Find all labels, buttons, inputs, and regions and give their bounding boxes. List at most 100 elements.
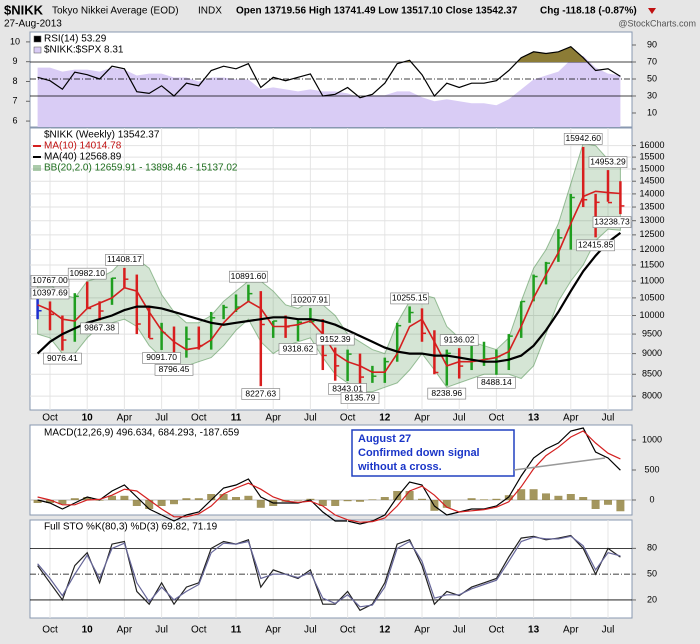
legend: RSI(14) 53.29 bbox=[44, 34, 107, 45]
label-box bbox=[229, 270, 268, 283]
y-tick-label: 15500 bbox=[639, 151, 664, 161]
histogram-bar bbox=[232, 497, 240, 500]
x-tick-label: 11 bbox=[231, 413, 242, 424]
legend: MA(40) 12568.89 bbox=[44, 152, 122, 163]
point-label: 9076.41 bbox=[47, 353, 78, 363]
legend-swatch bbox=[33, 35, 42, 43]
legend: MACD(12,26,9) 496.634, 684.293, -187.659 bbox=[44, 428, 240, 439]
histogram-bar bbox=[356, 500, 364, 502]
point-label: 10397.69 bbox=[32, 288, 68, 298]
y-tick-label: 50 bbox=[647, 73, 657, 83]
legend: Full STO %K(80,3) %D(3) 69.82, 71.19 bbox=[44, 522, 218, 533]
legend: $NIKK:$SPX 8.31 bbox=[44, 45, 124, 56]
histogram-bar bbox=[46, 500, 54, 503]
point-label: 9318.62 bbox=[283, 343, 314, 353]
y-tick-label: 8500 bbox=[642, 369, 662, 379]
histogram-bar bbox=[492, 498, 501, 500]
label-box bbox=[67, 267, 107, 280]
x-tick-label: Oct bbox=[489, 625, 505, 636]
x-tick-label: Jul bbox=[602, 625, 615, 636]
point-label: 8238.96 bbox=[431, 388, 462, 398]
label-box bbox=[278, 343, 318, 355]
label-box bbox=[315, 333, 355, 346]
y-tick-label: 12500 bbox=[639, 229, 664, 239]
annotation-line: Confirmed down signal bbox=[358, 447, 480, 459]
histogram-bar bbox=[83, 497, 92, 500]
point-label: 8488.14 bbox=[481, 377, 512, 387]
credit: @StockCharts.com bbox=[618, 18, 696, 28]
y2-tick-label: 8 bbox=[12, 76, 17, 86]
x-tick-label: Apr bbox=[414, 625, 430, 636]
label-box bbox=[154, 364, 194, 376]
x-tick-label: Jul bbox=[602, 413, 615, 424]
y-tick-label: 11500 bbox=[640, 259, 664, 269]
x-tick-label: Jul bbox=[453, 413, 466, 424]
x-tick-label: Jul bbox=[155, 625, 168, 636]
label-box bbox=[340, 392, 380, 404]
point-label: 11408.17 bbox=[107, 254, 142, 264]
quote: Open 13719.56 High 13741.49 Low 13517.10… bbox=[236, 6, 518, 17]
histogram-bar bbox=[542, 493, 550, 500]
label-box bbox=[105, 254, 144, 266]
histogram-bar bbox=[244, 495, 253, 500]
point-label: 10207.91 bbox=[293, 294, 329, 304]
histogram-bar bbox=[393, 491, 402, 500]
histogram-bar bbox=[480, 499, 488, 500]
label-box bbox=[477, 376, 516, 389]
series-line bbox=[37, 534, 621, 612]
y-tick-label: 12000 bbox=[639, 244, 664, 254]
name: Tokyo Nikkei Average (EOD) bbox=[52, 6, 179, 17]
x-tick-label: Oct bbox=[191, 625, 207, 636]
x-tick-label: Oct bbox=[42, 625, 58, 636]
y-tick-label: 10000 bbox=[639, 310, 664, 320]
x-tick-label: Apr bbox=[265, 413, 281, 424]
label-box bbox=[30, 275, 70, 287]
y-tick-label: 90 bbox=[647, 39, 657, 49]
legend-swatch bbox=[33, 46, 42, 54]
x-tick-label: Apr bbox=[563, 625, 579, 636]
label-box bbox=[241, 388, 281, 400]
histogram-bar bbox=[405, 491, 414, 500]
x-tick-label: Oct bbox=[191, 413, 207, 424]
point-label: 10255.15 bbox=[392, 293, 428, 303]
histogram-bar bbox=[256, 500, 265, 508]
point-label: 8227.63 bbox=[245, 388, 276, 398]
label-box bbox=[43, 352, 82, 365]
symbol: $NIKK bbox=[4, 2, 44, 17]
y-tick-label: 14500 bbox=[639, 176, 664, 186]
series-line bbox=[37, 46, 621, 99]
bollinger-band bbox=[37, 142, 621, 393]
point-label: 15942.60 bbox=[565, 133, 601, 143]
legend: $NIKK (Weekly) 13542.37 bbox=[44, 130, 160, 141]
sto-panel bbox=[29, 519, 633, 619]
point-label: 12415.85 bbox=[578, 240, 614, 250]
y-tick-label: 20 bbox=[647, 594, 657, 604]
point-label: 10767.00 bbox=[32, 275, 68, 285]
point-label: 8796.45 bbox=[159, 364, 190, 374]
moving-average bbox=[36, 232, 622, 363]
y-tick-label: 16000 bbox=[639, 140, 664, 150]
y2-tick-label: 7 bbox=[12, 96, 17, 106]
histogram-bar bbox=[467, 498, 476, 500]
histogram-bar bbox=[182, 498, 191, 500]
x-tick-label: Oct bbox=[340, 625, 356, 636]
series-line bbox=[37, 535, 621, 608]
label-box bbox=[390, 292, 429, 305]
x-tick-label: Oct bbox=[489, 413, 505, 424]
legend-swatch bbox=[33, 165, 41, 171]
point-label: 13238.73 bbox=[594, 216, 630, 226]
macd-line bbox=[37, 427, 621, 525]
legend: MA(10) 14014.78 bbox=[44, 141, 122, 152]
exchange: INDX bbox=[198, 6, 222, 17]
x-tick-label: Jul bbox=[304, 625, 317, 636]
histogram-bar bbox=[380, 497, 389, 500]
histogram-bar bbox=[318, 500, 327, 506]
y-tick-label: 13500 bbox=[639, 201, 664, 211]
y-tick-label: 13000 bbox=[639, 215, 664, 225]
histogram-bar bbox=[418, 498, 426, 500]
x-tick-label: Apr bbox=[414, 413, 430, 424]
x-tick-label: Oct bbox=[42, 413, 58, 424]
x-tick-label: 10 bbox=[82, 413, 94, 424]
x-tick-label: Apr bbox=[117, 625, 133, 636]
